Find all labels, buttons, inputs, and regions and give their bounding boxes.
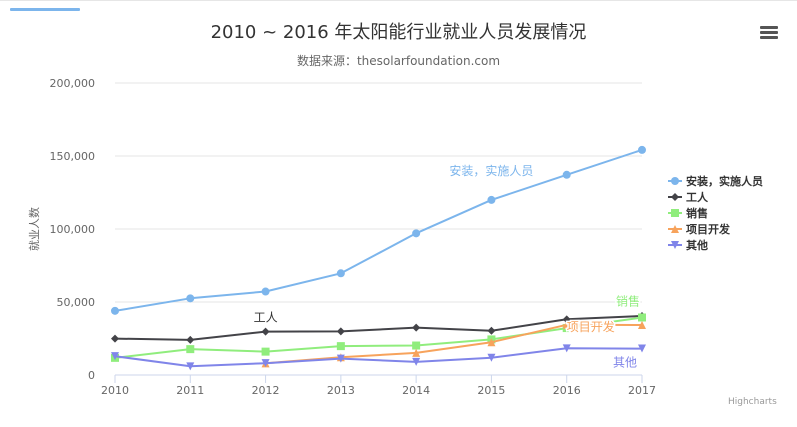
data-point (562, 170, 571, 179)
y-tick-label: 150,000 (50, 150, 96, 163)
data-point (412, 323, 421, 332)
series-label: 其他 (613, 356, 637, 370)
x-tick-label: 2013 (327, 384, 355, 397)
series-label: 项目开发 (567, 319, 615, 334)
legend-item[interactable]: 其他 (668, 237, 763, 253)
y-tick-label: 200,000 (50, 77, 96, 90)
series-line (114, 315, 643, 341)
data-point (261, 359, 270, 368)
series-label: 销售 (616, 293, 640, 308)
x-tick-label: 2010 (101, 384, 129, 397)
data-point (412, 357, 421, 366)
credits-link[interactable]: Highcharts (728, 397, 777, 407)
data-point (261, 327, 270, 336)
legend-item[interactable]: 工人 (668, 189, 763, 205)
data-point (638, 145, 646, 154)
data-point (412, 348, 421, 357)
data-point (487, 195, 496, 204)
data-point (412, 229, 421, 238)
legend-symbol-icon (668, 193, 682, 201)
tab-indicator (10, 8, 80, 11)
data-point (186, 335, 195, 344)
series-label: 工人 (254, 311, 278, 325)
series-line (114, 347, 643, 368)
x-tick-label: 2015 (477, 384, 505, 397)
legend-symbol-icon (668, 241, 682, 249)
chart-title: 2010 ~ 2016 年太阳能行业就业人员发展情况 (210, 22, 587, 43)
data-point (671, 177, 679, 185)
legend-label: 安装，实施人员 (686, 175, 763, 188)
x-tick-label: 2017 (628, 384, 656, 397)
legend-item[interactable]: 销售 (668, 205, 763, 221)
data-point (487, 326, 496, 335)
data-point (336, 354, 345, 363)
data-point (111, 334, 119, 343)
legend-item[interactable]: 项目开发 (668, 221, 763, 237)
data-point (487, 338, 496, 347)
data-point (336, 327, 345, 336)
data-point (186, 294, 195, 303)
data-point (562, 320, 571, 329)
series-group (111, 145, 646, 371)
data-point (562, 315, 571, 324)
chart-legend: 安装，实施人员 工人销售项目开发其他 (668, 173, 763, 253)
series-label: 安装，实施人员 (449, 163, 533, 178)
y-tick-label: 0 (88, 369, 95, 382)
legend-label: 其他 (686, 239, 708, 252)
x-tick-label: 2014 (402, 384, 430, 397)
legend-label: 工人 (686, 191, 708, 204)
x-tick-label: 2011 (176, 384, 204, 397)
hamburger-menu-icon[interactable] (760, 26, 778, 40)
data-point (336, 342, 345, 351)
data-point (186, 345, 195, 354)
x-tick-label: 2012 (252, 384, 280, 397)
chart-subtitle: 数据来源：thesolarfoundation.com (296, 54, 501, 68)
data-point (487, 353, 496, 362)
data-point (186, 362, 195, 371)
series-line (114, 316, 643, 359)
data-point (638, 344, 646, 353)
data-point (261, 347, 270, 356)
legend-item[interactable]: 安装，实施人员 (668, 173, 763, 189)
data-point (671, 241, 679, 249)
y-tick-label: 100,000 (50, 223, 96, 236)
y-axis-title: 就业人数 (27, 207, 41, 251)
y-tick-label: 50,000 (57, 296, 96, 309)
series-line (265, 323, 643, 365)
grid (115, 82, 642, 303)
data-point (671, 209, 679, 217)
data-point (671, 193, 679, 201)
data-point (638, 313, 646, 322)
data-point (111, 306, 119, 315)
top-border (0, 0, 797, 1)
data-point (638, 321, 646, 330)
data-point (261, 287, 270, 296)
series-line (114, 148, 643, 312)
data-point (412, 341, 421, 350)
data-point (336, 269, 345, 278)
legend-symbol-icon (668, 209, 682, 217)
data-point (671, 225, 679, 233)
legend-label: 销售 (686, 207, 708, 220)
legend-symbol-icon (668, 177, 682, 185)
legend-symbol-icon (668, 225, 682, 233)
x-tick-label: 2016 (553, 384, 581, 397)
data-point (562, 344, 571, 353)
data-point (111, 352, 119, 361)
legend-label: 项目开发 (686, 223, 730, 236)
axes: 0 50,000 100,000 150,000 200,000 2010 2011 2012… (27, 77, 656, 397)
